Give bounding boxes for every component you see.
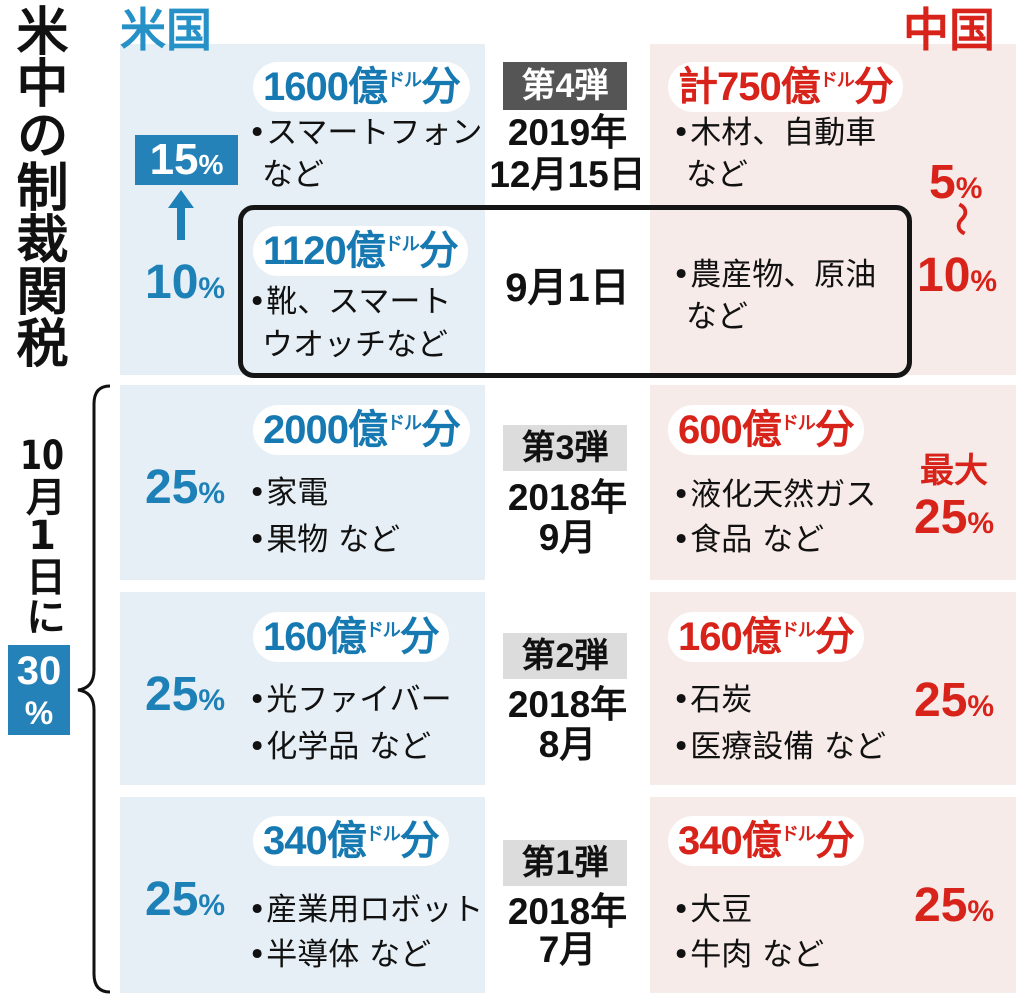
- round-date-line: 12月15日: [489, 154, 646, 195]
- bracket-icon: [77, 384, 111, 994]
- round-date-line: 9月1日: [505, 266, 630, 310]
- us-rate-round3: 25%: [145, 461, 226, 514]
- china-rate-round3: 25%: [914, 491, 995, 544]
- china-item-line: など: [686, 299, 748, 335]
- china-item-line: •牛肉 など: [672, 937, 825, 973]
- china-amount-round3: 600億ドル分: [668, 405, 864, 455]
- round-date-line: 9月: [538, 517, 597, 558]
- china-item-line: •食品 など: [672, 522, 825, 558]
- highlight-frame: [238, 205, 912, 378]
- china-item-line: •木材、自動車: [672, 115, 877, 151]
- up-arrow-icon: [168, 190, 194, 240]
- side-note-rate-number: 30: [16, 649, 62, 693]
- us-item-line: など: [262, 157, 324, 193]
- china-rate-round1: 25%: [914, 879, 995, 932]
- us-item-line: •半導体 など: [248, 937, 432, 973]
- us-rate-old: 10%: [145, 256, 226, 309]
- round-date-line: 2018年: [507, 684, 628, 725]
- round-date-line: 7月: [538, 929, 597, 970]
- us-item-line: ウオッチなど: [262, 327, 448, 363]
- us-amount-round4: 1600億ドル分: [253, 62, 470, 112]
- china-item-line: など: [686, 157, 748, 193]
- china-rate-prefix: 最大: [920, 451, 988, 491]
- us-item-line: •産業用ロボット: [248, 892, 484, 928]
- us-rate-new: 15%: [135, 135, 238, 185]
- china-rate-round2: 25%: [914, 674, 995, 727]
- us-amount-round3: 2000億ドル分: [253, 405, 470, 455]
- china-rate-separator: 〜: [941, 202, 979, 236]
- us-item-line: •果物 など: [248, 522, 401, 558]
- us-rate-round1: 25%: [145, 873, 226, 926]
- china-rate-from: 5%: [929, 156, 983, 209]
- us-amount-sep1: 1120億ドル分: [253, 226, 468, 276]
- china-amount-round2: 160億ドル分: [668, 612, 864, 662]
- us-item-line: •靴、スマート: [248, 284, 452, 320]
- side-note-date: 10月1日に: [19, 436, 65, 636]
- us-rate-round2: 25%: [145, 668, 226, 721]
- round-date-line: 2018年: [507, 477, 628, 518]
- china-amount-round4: 計750億ドル分: [668, 62, 903, 112]
- round-date-line: 2019年: [507, 112, 628, 153]
- page-title: 米中の制裁関税: [7, 4, 67, 368]
- round-label-3: 第3弾: [503, 425, 627, 471]
- round-label-2: 第2弾: [503, 633, 627, 679]
- china-amount-round1: 340億ドル分: [668, 816, 864, 866]
- china-item-line: •医療設備 など: [672, 729, 887, 765]
- china-header: 中国: [903, 3, 995, 57]
- china-item-line: •液化天然ガス: [672, 477, 877, 513]
- us-amount-round1: 340億ドル分: [253, 816, 449, 866]
- round-date-line: 2018年: [507, 891, 628, 932]
- china-rate-to: 10%: [917, 249, 998, 302]
- us-item-line: •光ファイバー: [248, 682, 452, 718]
- us-item-line: •化学品 など: [248, 729, 432, 765]
- china-item-line: •石炭: [672, 682, 753, 718]
- us-header: 米国: [120, 3, 212, 57]
- round-label-4: 第4弾: [503, 62, 627, 110]
- us-item-line: •スマートフォン: [248, 115, 483, 151]
- round-date-line: 8月: [538, 724, 597, 765]
- round-label-1: 第1弾: [503, 840, 627, 886]
- side-note-rate-box: 30 %: [8, 645, 70, 735]
- us-amount-round2: 160億ドル分: [253, 612, 449, 662]
- china-item-line: •大豆: [672, 892, 753, 928]
- us-item-line: •家電: [248, 475, 329, 511]
- side-note-rate-unit: %: [24, 695, 54, 731]
- china-item-line: •農産物、原油: [672, 257, 877, 293]
